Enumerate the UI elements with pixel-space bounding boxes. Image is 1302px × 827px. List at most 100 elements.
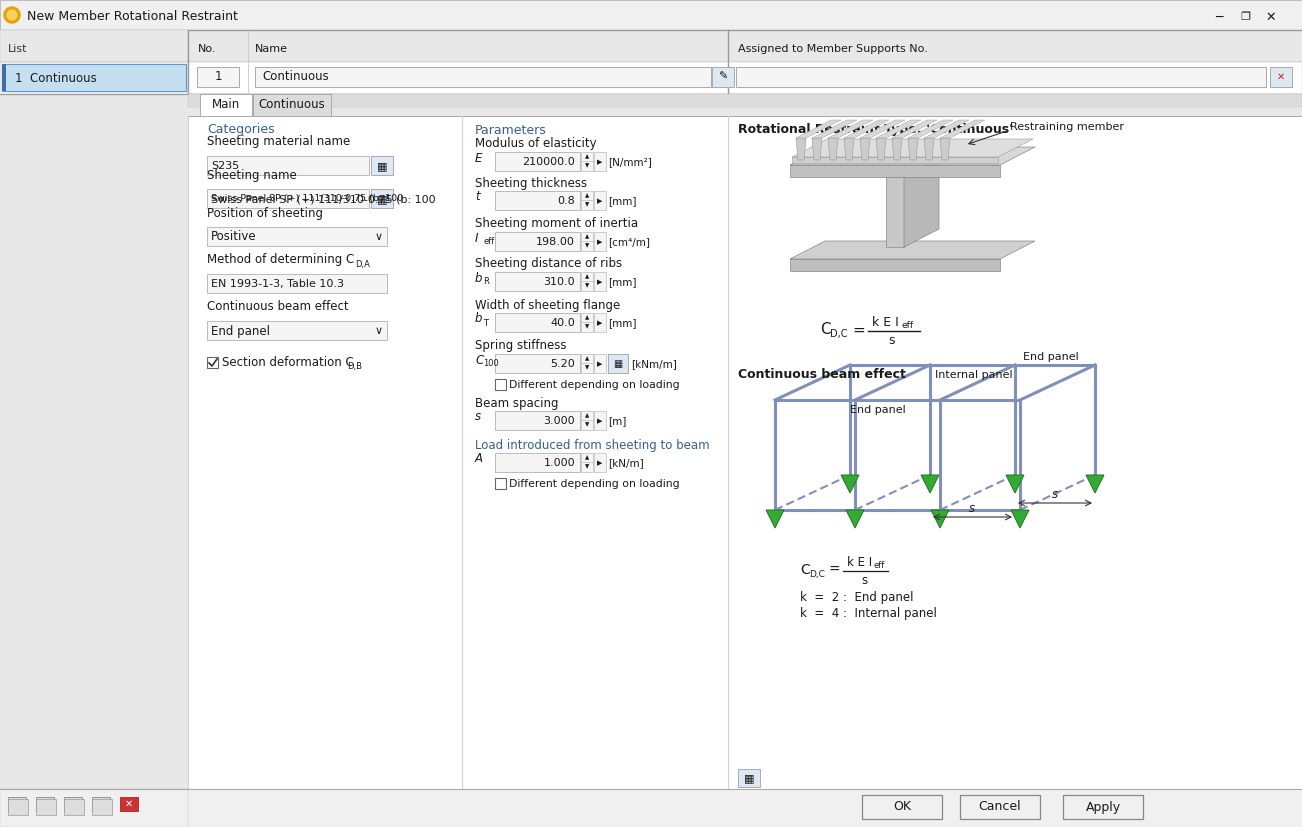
Text: [kNm/m]: [kNm/m]: [631, 359, 677, 369]
Text: 40.0: 40.0: [551, 318, 575, 328]
Text: 1  Continuous: 1 Continuous: [16, 71, 96, 84]
Polygon shape: [876, 120, 921, 138]
Text: ∨: ∨: [375, 232, 383, 242]
Text: Sheeting thickness: Sheeting thickness: [475, 176, 587, 189]
FancyBboxPatch shape: [594, 272, 605, 291]
Text: ▲: ▲: [585, 155, 589, 160]
Polygon shape: [844, 138, 854, 160]
FancyBboxPatch shape: [495, 232, 579, 251]
FancyBboxPatch shape: [581, 411, 592, 421]
FancyBboxPatch shape: [3, 64, 7, 91]
Text: 3.000: 3.000: [543, 416, 575, 426]
Circle shape: [4, 7, 20, 23]
Polygon shape: [766, 510, 784, 528]
Text: ▶: ▶: [598, 198, 603, 204]
Text: ▦: ▦: [376, 194, 387, 204]
Text: 1.000: 1.000: [543, 458, 575, 468]
FancyBboxPatch shape: [8, 797, 26, 811]
Text: Cancel: Cancel: [979, 801, 1021, 814]
Text: Parameters: Parameters: [475, 123, 547, 136]
FancyBboxPatch shape: [495, 411, 579, 430]
Text: ▶: ▶: [598, 239, 603, 245]
FancyBboxPatch shape: [1269, 67, 1292, 87]
Text: ▶: ▶: [598, 361, 603, 367]
FancyBboxPatch shape: [120, 797, 138, 811]
Text: End panel: End panel: [211, 324, 270, 337]
FancyBboxPatch shape: [64, 797, 82, 811]
Text: T: T: [483, 318, 488, 327]
Text: Modulus of elasticity: Modulus of elasticity: [475, 136, 596, 150]
FancyBboxPatch shape: [712, 67, 734, 87]
FancyBboxPatch shape: [581, 191, 592, 201]
Text: Restraining member: Restraining member: [1010, 122, 1124, 132]
FancyBboxPatch shape: [581, 232, 592, 242]
FancyBboxPatch shape: [792, 157, 999, 163]
Polygon shape: [940, 138, 950, 160]
FancyBboxPatch shape: [495, 453, 579, 472]
Polygon shape: [841, 475, 859, 493]
Text: ✕: ✕: [1266, 11, 1276, 23]
FancyBboxPatch shape: [581, 281, 592, 291]
Text: 310.0: 310.0: [543, 277, 575, 287]
FancyBboxPatch shape: [495, 354, 579, 373]
FancyBboxPatch shape: [581, 272, 592, 282]
Text: 100: 100: [483, 360, 499, 369]
Text: Main: Main: [212, 98, 240, 112]
Text: ▲: ▲: [585, 356, 589, 361]
FancyBboxPatch shape: [0, 0, 1302, 30]
Text: Rotational Restraint Type: 'Continuous': Rotational Restraint Type: 'Continuous': [738, 123, 1013, 136]
Text: 198.00: 198.00: [536, 237, 575, 247]
Text: Sheeting distance of ribs: Sheeting distance of ribs: [475, 257, 622, 270]
Text: ▦: ▦: [613, 359, 622, 369]
Polygon shape: [790, 147, 1035, 165]
FancyBboxPatch shape: [495, 313, 579, 332]
Text: s: s: [888, 333, 894, 347]
Text: ▼: ▼: [585, 465, 589, 470]
Polygon shape: [861, 138, 870, 160]
FancyBboxPatch shape: [0, 30, 187, 62]
FancyBboxPatch shape: [594, 152, 605, 171]
FancyBboxPatch shape: [581, 354, 592, 364]
Text: Position of sheeting: Position of sheeting: [207, 207, 323, 219]
Polygon shape: [796, 120, 841, 138]
Text: s: s: [861, 573, 867, 586]
Text: Different depending on loading: Different depending on loading: [509, 479, 680, 489]
Text: Name: Name: [255, 44, 288, 54]
Text: ▼: ▼: [585, 243, 589, 248]
Text: Different depending on loading: Different depending on loading: [509, 380, 680, 390]
Text: [N/mm²]: [N/mm²]: [608, 157, 652, 167]
FancyBboxPatch shape: [36, 799, 56, 815]
Text: 0.8: 0.8: [557, 196, 575, 206]
FancyBboxPatch shape: [738, 769, 760, 787]
FancyBboxPatch shape: [736, 67, 1266, 87]
Text: k  =  4 :  Internal panel: k = 4 : Internal panel: [799, 608, 937, 620]
Text: End panel: End panel: [1023, 352, 1079, 362]
Text: [mm]: [mm]: [608, 318, 637, 328]
Polygon shape: [828, 138, 838, 160]
FancyBboxPatch shape: [495, 478, 506, 489]
Polygon shape: [924, 138, 934, 160]
FancyBboxPatch shape: [960, 795, 1040, 819]
Text: t: t: [475, 190, 479, 203]
Text: ▲: ▲: [585, 275, 589, 280]
Text: ▶: ▶: [598, 418, 603, 424]
FancyBboxPatch shape: [0, 789, 1302, 827]
Text: =: =: [852, 323, 865, 337]
FancyBboxPatch shape: [495, 152, 579, 171]
Text: eff: eff: [874, 561, 885, 570]
Text: Method of determining C: Method of determining C: [207, 254, 354, 266]
FancyBboxPatch shape: [371, 156, 393, 175]
Polygon shape: [846, 510, 865, 528]
Text: [mm]: [mm]: [608, 196, 637, 206]
Text: [m]: [m]: [608, 416, 626, 426]
Polygon shape: [812, 138, 822, 160]
Text: R: R: [483, 278, 488, 286]
Text: Continuous: Continuous: [259, 98, 326, 112]
Text: ▼: ▼: [585, 366, 589, 370]
Text: ▲: ▲: [585, 456, 589, 461]
FancyBboxPatch shape: [581, 363, 592, 373]
Text: OK: OK: [893, 801, 911, 814]
FancyBboxPatch shape: [495, 272, 579, 291]
Text: ❐: ❐: [1240, 12, 1250, 22]
Text: D,B: D,B: [348, 362, 362, 371]
